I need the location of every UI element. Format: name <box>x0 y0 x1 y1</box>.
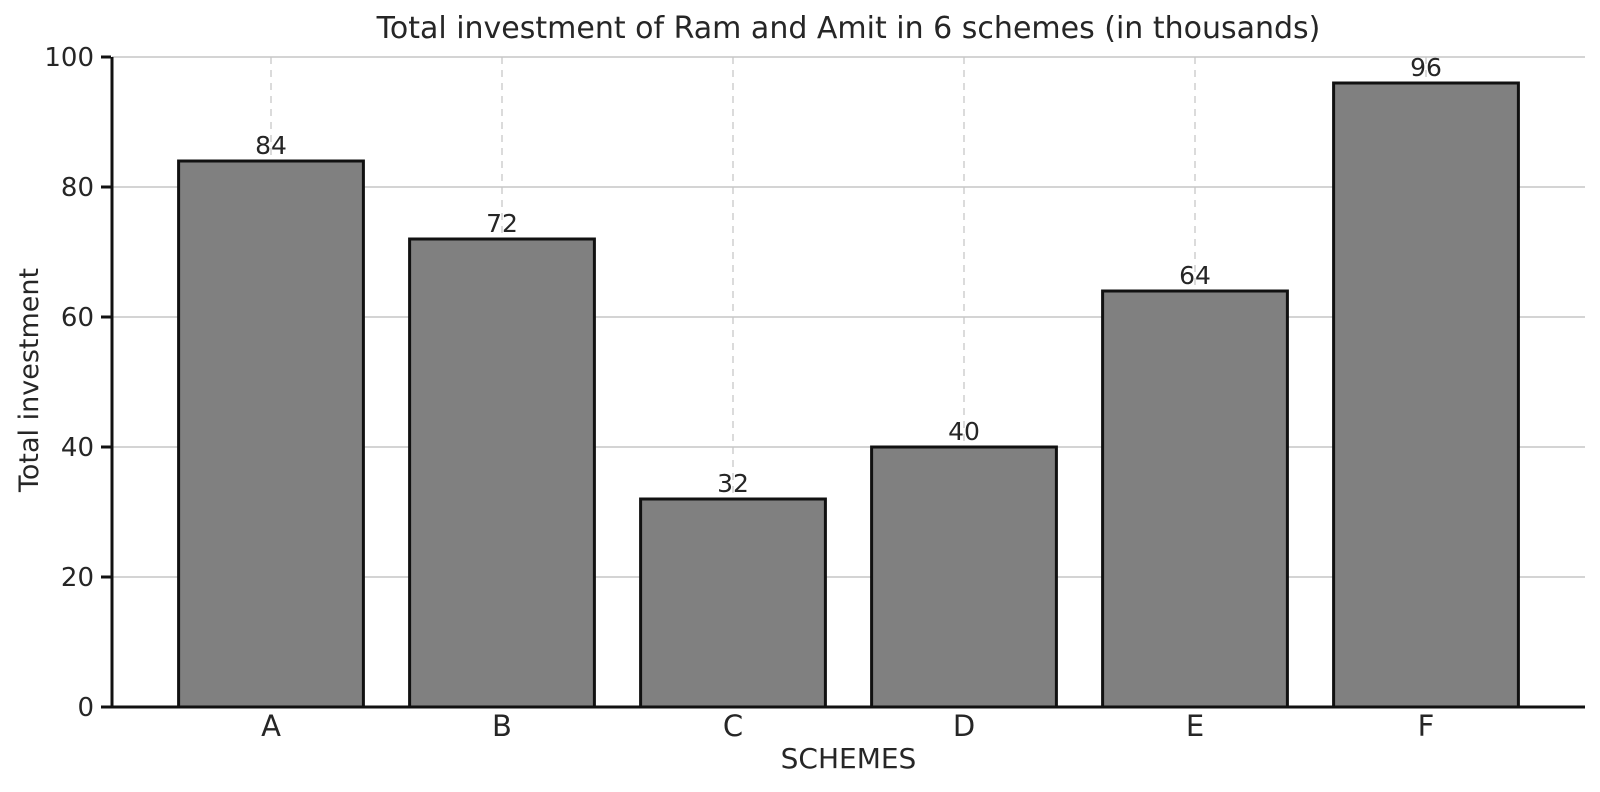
x-axis-title: SCHEMES <box>780 742 917 775</box>
x-tick-label: E <box>1186 709 1204 743</box>
bar-E <box>1101 289 1289 709</box>
y-tick-label: 100 <box>44 43 94 73</box>
x-tick-label: F <box>1418 709 1435 743</box>
bar-C <box>639 497 827 709</box>
bar-A <box>177 159 365 709</box>
y-tick-label: 60 <box>61 303 94 333</box>
bar-value-label: 84 <box>255 131 287 160</box>
bar-value-label: 72 <box>486 209 518 238</box>
y-tick-label: 40 <box>61 433 94 463</box>
bar-value-label: 96 <box>1410 53 1442 82</box>
x-tick-label: C <box>723 709 743 743</box>
bar-value-label: 40 <box>948 417 980 446</box>
x-tick-label: D <box>953 709 975 743</box>
bar-F <box>1332 81 1520 709</box>
bar-D <box>870 445 1058 709</box>
bar-B <box>408 237 596 709</box>
x-tick-label: A <box>261 709 281 743</box>
y-tick-label: 20 <box>61 563 94 593</box>
y-tick-label: 80 <box>61 173 94 203</box>
x-tick-label: B <box>492 709 512 743</box>
bar-value-label: 32 <box>717 469 749 498</box>
chart-title: Total investment of Ram and Amit in 6 sc… <box>376 11 1321 46</box>
y-tick-label: 0 <box>77 693 94 723</box>
bar-value-label: 64 <box>1179 261 1211 290</box>
